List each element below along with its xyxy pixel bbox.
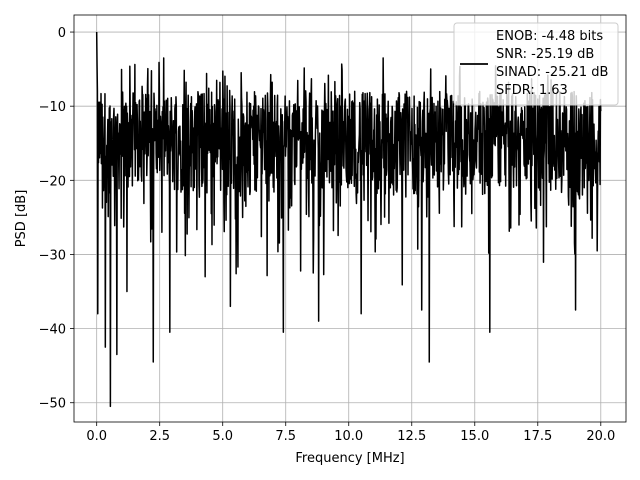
x-tick-label: 17.5 <box>523 429 552 444</box>
x-tick-label: 7.5 <box>275 429 296 444</box>
x-axis: 0.0 2.5 5.0 7.5 10.0 12.5 15.0 17.5 20.0 <box>86 422 615 444</box>
psd-series-line <box>95 32 602 408</box>
x-tick-label: 0.0 <box>86 429 107 444</box>
plot-frame <box>73 14 627 423</box>
x-tick-label: 2.5 <box>149 429 170 444</box>
series-layer <box>95 32 602 408</box>
x-tick-label: 15.0 <box>460 429 489 444</box>
legend-entry-line: ENOB: -4.48 bits <box>496 29 603 44</box>
y-tick-label: −50 <box>39 397 66 412</box>
x-axis-label: Frequency [MHz] <box>295 451 404 466</box>
legend-entry-line: SFDR: 1.63 <box>496 83 568 98</box>
y-tick-label: −30 <box>39 248 66 263</box>
y-tick-label: −10 <box>39 100 66 115</box>
y-axis-label: PSD [dB] <box>14 190 29 248</box>
legend-entry-line: SINAD: -25.21 dB <box>496 65 608 80</box>
y-tick-label: −40 <box>39 323 66 338</box>
x-tick-label: 20.0 <box>586 429 615 444</box>
x-tick-label: 12.5 <box>397 429 426 444</box>
y-tick-label: −20 <box>39 174 66 189</box>
y-axis: 0 −10 −20 −30 −40 −50 <box>39 26 74 412</box>
y-tick-label: 0 <box>58 26 66 41</box>
x-tick-label: 10.0 <box>334 429 363 444</box>
legend: ENOB: -4.48 bits SNR: -25.19 dB SINAD: -25… <box>453 22 619 106</box>
legend-entry-line: SNR: -25.19 dB <box>496 47 594 62</box>
legend-box <box>453 22 619 106</box>
x-tick-label: 5.0 <box>212 429 233 444</box>
